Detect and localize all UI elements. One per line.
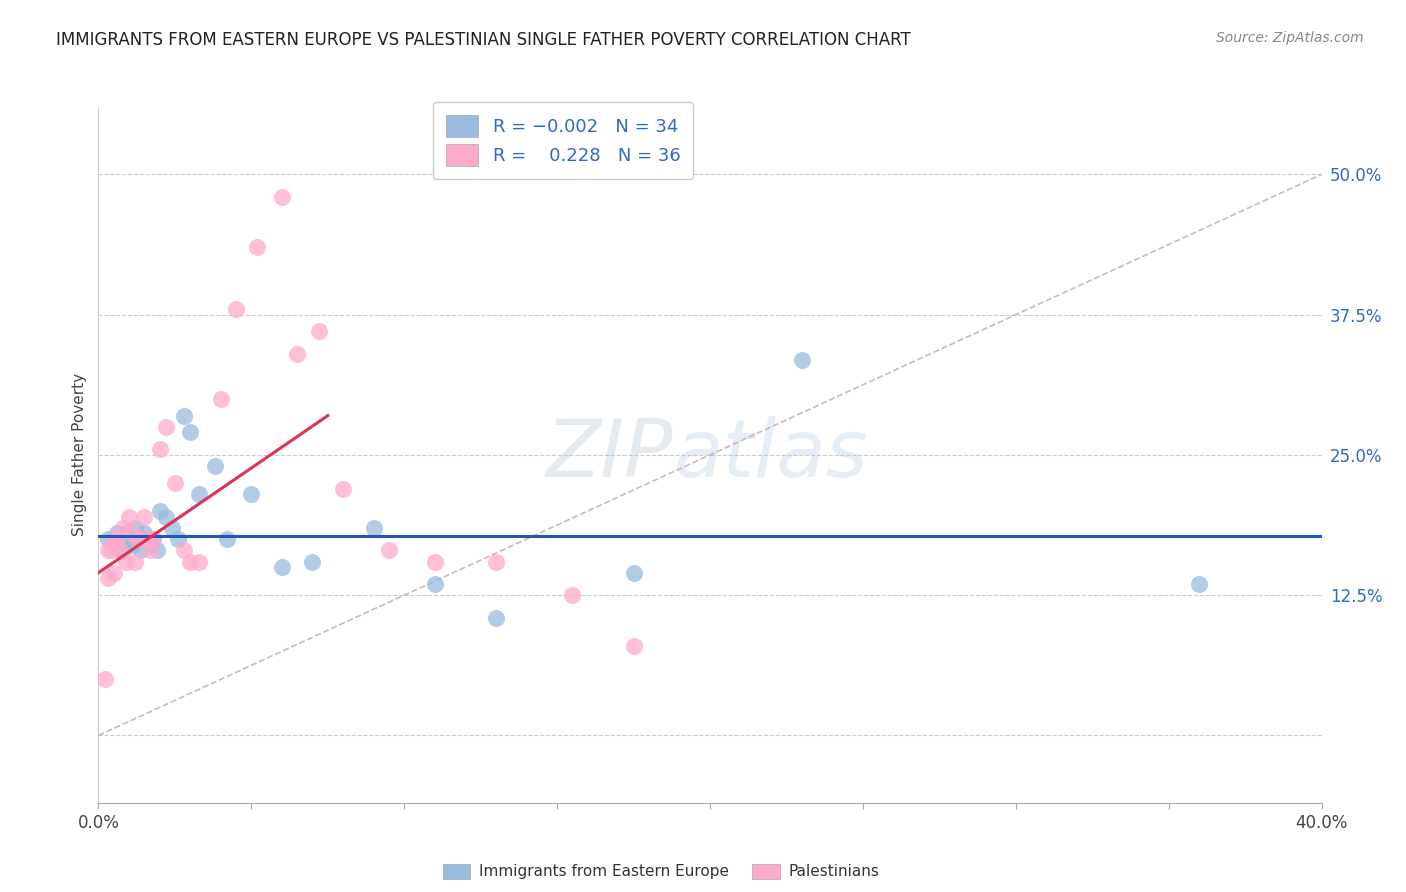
Point: [149, 504, 172, 518]
Point: [105, 532, 128, 546]
Legend: Immigrants from Eastern Europe, Palestinians: Immigrants from Eastern Europe, Palestin…: [436, 857, 886, 886]
Point: [188, 487, 211, 501]
Point: [139, 538, 162, 552]
Point: [115, 526, 138, 541]
Point: [108, 543, 131, 558]
Point: [93, 673, 115, 687]
Point: [149, 442, 172, 457]
Point: [188, 555, 211, 569]
Point: [179, 425, 201, 440]
Text: Source: ZipAtlas.com: Source: ZipAtlas.com: [1216, 31, 1364, 45]
Point: [124, 555, 146, 569]
Point: [134, 509, 156, 524]
Point: [363, 521, 385, 535]
Point: [115, 555, 138, 569]
Point: [136, 532, 159, 546]
Point: [378, 543, 401, 558]
Point: [485, 555, 508, 569]
Point: [118, 532, 141, 546]
Text: atlas: atlas: [673, 416, 868, 494]
Point: [790, 352, 813, 367]
Point: [100, 543, 122, 558]
Point: [240, 487, 263, 501]
Point: [423, 555, 446, 569]
Point: [561, 588, 583, 602]
Point: [129, 543, 152, 558]
Point: [160, 521, 183, 535]
Point: [121, 538, 143, 552]
Point: [127, 532, 149, 546]
Point: [285, 347, 308, 361]
Point: [139, 543, 162, 558]
Point: [136, 532, 159, 546]
Point: [124, 521, 146, 535]
Point: [111, 543, 134, 558]
Point: [145, 543, 167, 558]
Point: [155, 509, 177, 524]
Point: [225, 301, 247, 316]
Point: [308, 325, 330, 339]
Point: [173, 409, 195, 423]
Point: [105, 526, 128, 541]
Point: [97, 532, 120, 546]
Point: [485, 610, 508, 624]
Point: [332, 482, 354, 496]
Point: [163, 475, 186, 490]
Point: [270, 190, 292, 204]
Point: [623, 639, 645, 653]
Point: [423, 577, 446, 591]
Y-axis label: Single Father Poverty: Single Father Poverty: [72, 374, 87, 536]
Point: [97, 543, 120, 558]
Point: [209, 392, 232, 406]
Point: [155, 420, 177, 434]
Point: [215, 532, 238, 546]
Point: [204, 459, 226, 474]
Point: [103, 566, 125, 580]
Point: [97, 571, 120, 585]
Point: [1188, 577, 1211, 591]
Point: [270, 560, 292, 574]
Point: [118, 509, 141, 524]
Point: [103, 532, 125, 546]
Text: ZIP: ZIP: [546, 416, 673, 494]
Point: [111, 521, 134, 535]
Point: [108, 532, 131, 546]
Point: [246, 240, 269, 254]
Point: [301, 555, 323, 569]
Point: [103, 538, 125, 552]
Point: [173, 543, 195, 558]
Point: [127, 532, 149, 546]
Point: [179, 555, 201, 569]
Text: IMMIGRANTS FROM EASTERN EUROPE VS PALESTINIAN SINGLE FATHER POVERTY CORRELATION : IMMIGRANTS FROM EASTERN EUROPE VS PALEST…: [56, 31, 911, 49]
Point: [121, 526, 143, 541]
Point: [134, 526, 156, 541]
Point: [623, 566, 645, 580]
Point: [142, 532, 165, 546]
Point: [167, 532, 190, 546]
Point: [142, 532, 165, 546]
